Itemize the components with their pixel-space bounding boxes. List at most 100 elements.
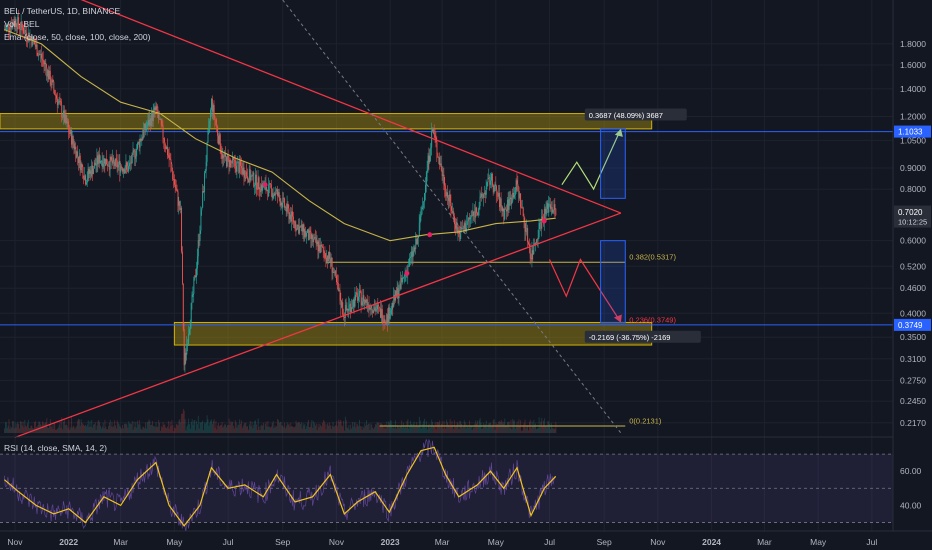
volume-bar [464,422,466,433]
candle-body [191,294,193,304]
volume-bar [190,421,192,433]
triangle-upper-trendline[interactable] [54,0,622,214]
candle-body [42,59,44,61]
volume-bar [439,420,441,433]
candle-body [512,192,514,202]
volume-bar [275,427,277,433]
volume-bar [188,418,190,433]
price-range-measure-down[interactable] [600,240,626,323]
triangle-lower-trendline[interactable] [14,212,622,439]
volume-bar [70,427,72,433]
candle-body [358,296,360,301]
candle-body [84,175,86,180]
candle-body [315,237,317,244]
candle-body [408,265,410,267]
volume-bar [13,428,15,433]
volume-bar [135,422,137,433]
candle-body [202,191,204,208]
volume-bar [337,419,339,433]
volume-bar [402,427,404,433]
candle-body [254,185,256,187]
candle-body [255,174,256,186]
time-tick-label: May [488,537,505,547]
candle-body [223,155,225,157]
volume-bar [311,419,313,433]
volume-bar [474,423,476,433]
volume-bar [147,421,149,433]
candle-body [138,141,140,148]
candle-body [366,299,367,303]
candle-body [153,107,155,111]
volume-bar [527,424,529,433]
volume-bar [176,424,178,433]
price-tick-label: 1.0500 [900,135,926,145]
time-tick-label: 2024 [702,537,721,547]
volume-bar [549,423,551,433]
volume-bar [519,426,521,433]
candle-body [165,145,167,150]
volume-bar [442,428,444,433]
volume-bar [329,422,330,433]
candle-body [66,121,68,123]
candle-body [133,150,135,152]
candle-body [46,67,48,77]
candle-body [384,319,386,321]
candle-body [520,193,522,208]
candle-body [324,253,326,258]
volume-bar [232,421,234,433]
candle-body [294,221,296,229]
candle-body [100,160,101,164]
candle-body [56,95,57,99]
volume-bar [352,426,354,433]
volume-bar [332,422,334,433]
candle-body [189,328,190,335]
volume-bar [165,427,167,433]
volume-bar [350,424,352,433]
candle-body [517,184,519,187]
price-tag-lower-line-bg [894,318,931,331]
time-tick-label: Sep [597,537,612,547]
candle-body [78,156,79,163]
volume-bar [130,423,132,433]
candle-body [543,208,545,224]
volume-bar [53,423,55,433]
candle-body [94,162,96,166]
volume-bar [99,422,101,433]
candle-body [18,17,20,26]
volume-bar [344,416,346,433]
candle-body [481,193,483,198]
volume-bar [231,422,233,433]
time-tick-label: 2023 [381,537,400,547]
candle-body [233,160,235,161]
candle-body [431,131,433,148]
candle-body [486,182,488,187]
candle-body [12,22,14,25]
volume-bar [184,419,186,433]
candle-body [15,19,17,27]
volume-bar [477,426,479,433]
volume-bar [196,421,197,433]
volume-bar [547,421,549,433]
volume-bar [485,420,487,433]
volume-bar [47,427,49,433]
candle-body [456,222,458,233]
volume-bar [236,427,238,433]
candle-body [329,251,330,259]
volume-bar [536,428,538,433]
volume-bar [428,423,430,433]
candle-body [243,167,245,178]
volume-bar [80,419,82,433]
volume-bar [534,424,536,433]
candle-body [162,125,164,139]
candle-body [140,138,142,141]
candle-body [497,195,499,197]
projection-up-path[interactable] [561,128,622,191]
volume-bar [213,418,215,433]
candle-body [97,155,99,164]
candle-body [62,117,64,118]
candle-body [177,191,179,206]
candle-body [63,110,65,123]
lower-measure-label-text: -0.2169 (-36.75%) -2169 [589,333,671,342]
price-range-measure-up[interactable] [600,128,626,199]
